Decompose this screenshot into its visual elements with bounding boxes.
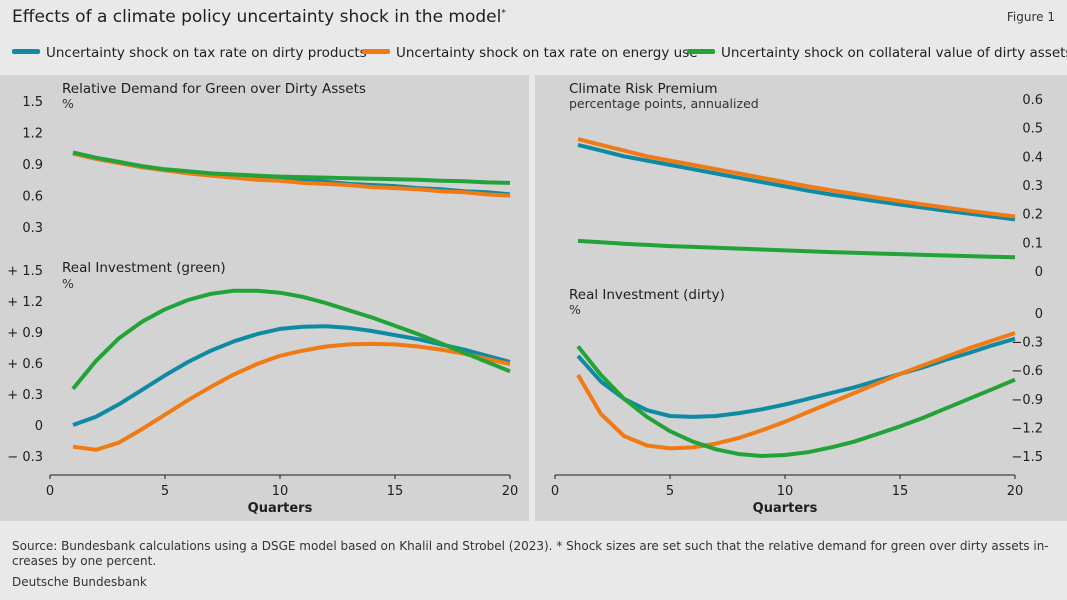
y-tick-label: 0	[1035, 265, 1043, 280]
figure-number: Figure 1	[1006, 10, 1055, 24]
chart-subtitle: percentage points, annualized	[569, 96, 759, 111]
x-tick-label: 15	[387, 484, 404, 499]
x-tick-label: 20	[502, 484, 519, 499]
y-tick-label: −0.6	[1011, 364, 1043, 379]
y-tick-label: + 1.5	[7, 264, 43, 279]
y-tick-label: 0.9	[22, 158, 43, 173]
y-tick-label: + 1.2	[7, 295, 43, 310]
chart-legend: Uncertainty shock on tax rate on dirty p…	[12, 45, 1067, 65]
series-line-3	[71, 288, 511, 391]
chart-unit: %	[62, 96, 74, 111]
y-tick-label: 0.5	[1022, 122, 1043, 137]
source-note: Source: Bundesbank calculations using a …	[12, 539, 1049, 568]
legend-item-energy-use: Uncertainty shock on tax rate on energy …	[362, 45, 698, 61]
publisher-credit: Deutsche Bundesbank	[12, 575, 147, 589]
series-line-3	[576, 345, 1016, 458]
legend-swatch-green	[687, 49, 715, 54]
x-axis-title: Quarters	[753, 501, 818, 516]
chart-title: Real Investment (dirty)	[569, 287, 725, 303]
legend-item-dirty-products: Uncertainty shock on tax rate on dirty p…	[12, 45, 367, 61]
chart-title: Real Investment (green)	[62, 260, 226, 276]
figure-title-text: Effects of a climate policy uncertainty …	[12, 7, 502, 27]
x-tick-label: 0	[551, 484, 559, 499]
series-line-1	[576, 336, 1016, 419]
y-tick-label: 0.2	[1022, 208, 1043, 223]
series-line-1	[72, 324, 511, 427]
x-tick-label: 15	[892, 484, 909, 499]
y-tick-label: −0.3	[1011, 336, 1043, 351]
y-tick-label: − 0.3	[7, 450, 43, 465]
y-tick-label: 0.3	[22, 221, 43, 236]
legend-label: Uncertainty shock on collateral value of…	[721, 45, 1067, 61]
legend-swatch-orange	[362, 49, 390, 54]
y-tick-label: 1.5	[22, 95, 43, 110]
figure-title: Effects of a climate policy uncertainty …	[12, 7, 506, 27]
legend-label: Uncertainty shock on tax rate on dirty p…	[46, 45, 367, 61]
figure-footer: Source: Bundesbank calculations using a …	[12, 539, 1057, 590]
y-tick-label: 0	[1035, 307, 1043, 322]
y-tick-label: −1.5	[1011, 450, 1043, 465]
chart-title: Climate Risk Premium	[569, 81, 718, 97]
y-tick-label: 0	[35, 419, 43, 434]
y-tick-label: 0.3	[1022, 179, 1043, 194]
legend-item-collateral: Uncertainty shock on collateral value of…	[687, 45, 1067, 61]
chart-unit: %	[569, 302, 581, 317]
series-line-2	[576, 331, 1016, 451]
y-tick-label: 1.2	[22, 127, 43, 142]
left-chart-panel	[0, 75, 529, 521]
x-tick-label: 0	[46, 484, 54, 499]
series-line-2	[72, 341, 511, 452]
y-tick-label: 0.1	[1022, 236, 1043, 251]
series-line-2	[577, 137, 1016, 219]
x-tick-label: 5	[666, 484, 674, 499]
x-tick-label: 10	[777, 484, 794, 499]
y-tick-label: −0.9	[1011, 393, 1043, 408]
y-tick-label: 0.6	[1022, 93, 1043, 108]
y-tick-label: + 0.6	[7, 357, 43, 372]
series-line-1	[72, 151, 511, 197]
y-tick-label: 0.4	[1022, 150, 1043, 165]
x-tick-label: 10	[272, 484, 289, 499]
series-line-1	[577, 142, 1016, 222]
series-line-3	[72, 150, 511, 185]
y-tick-label: 0.6	[22, 190, 43, 205]
y-tick-label: −1.2	[1011, 421, 1043, 436]
x-axis-title: Quarters	[248, 501, 313, 516]
chart-title: Relative Demand for Green over Dirty Ass…	[62, 81, 366, 97]
series-line-3	[577, 238, 1016, 260]
chart-unit: %	[62, 276, 74, 291]
y-tick-label: + 0.9	[7, 326, 43, 341]
x-tick-label: 20	[1007, 484, 1024, 499]
x-tick-label: 5	[161, 484, 169, 499]
y-tick-label: + 0.3	[7, 388, 43, 403]
legend-swatch-teal	[12, 49, 40, 54]
figure-title-footnote-mark: *	[501, 8, 506, 19]
legend-label: Uncertainty shock on tax rate on energy …	[396, 45, 698, 61]
